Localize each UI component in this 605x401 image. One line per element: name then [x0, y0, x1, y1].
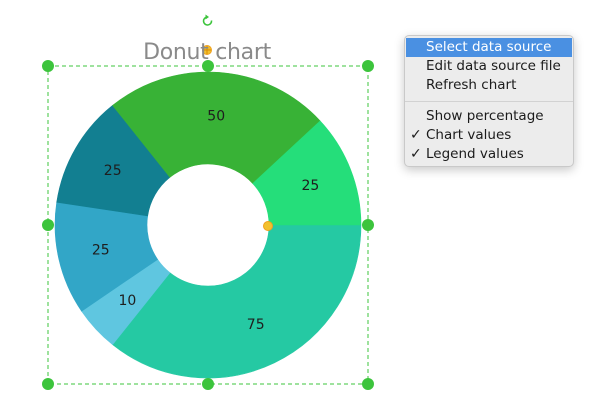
slice-value-label-1: 10 — [118, 293, 136, 309]
resize-handle-top[interactable] — [202, 60, 214, 72]
resize-handle-bottom-left[interactable] — [42, 378, 54, 390]
resize-handle-bottom[interactable] — [202, 378, 214, 390]
menu-item-label: Chart values — [426, 127, 512, 143]
menu-item-select-data-source[interactable]: Select data source — [406, 38, 572, 57]
checkmark-icon: ✓ — [410, 127, 422, 143]
menu-item-label: Legend values — [426, 146, 524, 162]
donut-slice-0[interactable] — [112, 224, 362, 379]
menu-item-label: Edit data source file — [426, 58, 561, 74]
donut-slice-5[interactable] — [252, 120, 362, 226]
slice-value-label-4: 50 — [207, 108, 225, 124]
menu-item-chart-values[interactable]: ✓ Chart values — [405, 126, 573, 145]
context-menu[interactable]: Select data source Edit data source file… — [404, 35, 574, 167]
resize-handle-top-right[interactable] — [362, 60, 374, 72]
menu-item-show-percentage[interactable]: Show percentage — [405, 107, 573, 126]
title-anchor-point[interactable] — [202, 45, 212, 55]
donut-slice-4[interactable] — [112, 71, 321, 184]
menu-item-label: Refresh chart — [426, 77, 517, 93]
checkmark-icon: ✓ — [410, 146, 422, 162]
slice-value-label-3: 25 — [104, 163, 122, 179]
chart-title[interactable]: Donut chart — [143, 40, 271, 65]
resize-handle-top-left[interactable] — [42, 60, 54, 72]
resize-handle-bottom-right[interactable] — [362, 378, 374, 390]
donut-slices — [54, 71, 362, 379]
resize-handle-right[interactable] — [362, 219, 374, 231]
selection-handles[interactable] — [42, 60, 374, 390]
menu-item-legend-values[interactable]: ✓ Legend values — [405, 145, 573, 164]
menu-item-refresh-chart[interactable]: Refresh chart — [405, 76, 573, 95]
resize-handle-left[interactable] — [42, 219, 54, 231]
menu-separator — [405, 101, 573, 102]
hole-radius-control-point[interactable] — [263, 221, 273, 231]
menu-item-label: Select data source — [426, 39, 552, 55]
slice-value-label-0: 75 — [247, 317, 265, 333]
menu-item-label: Show percentage — [426, 108, 544, 124]
donut-slice-labels: 75 10 25 25 50 25 — [92, 108, 319, 333]
slice-value-label-2: 25 — [92, 243, 110, 259]
slice-value-label-5: 25 — [301, 178, 319, 194]
menu-item-edit-data-source-file[interactable]: Edit data source file — [405, 57, 573, 76]
rotate-handle-icon[interactable] — [202, 14, 213, 26]
